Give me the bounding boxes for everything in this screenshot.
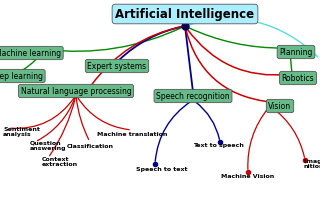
Text: Robotics: Robotics [282,73,314,83]
Text: Planning: Planning [279,48,313,56]
Text: Artificial Intelligence: Artificial Intelligence [116,7,255,21]
Text: Image reco-
nition: Image reco- nition [304,159,320,169]
Text: Vision: Vision [268,101,292,110]
Text: Expert systems: Expert systems [87,61,147,70]
Text: Context
extraction: Context extraction [42,157,78,167]
Text: Sentiment
analysis: Sentiment analysis [3,127,40,137]
Text: Machine translation: Machine translation [97,131,167,137]
Text: Speech recognition: Speech recognition [156,92,230,101]
Text: Question
answering: Question answering [30,141,67,151]
Text: Deep learning: Deep learning [0,71,43,80]
Text: Text to speech: Text to speech [193,144,244,149]
Text: Classification: Classification [67,144,114,149]
Text: Speech to text: Speech to text [136,166,188,171]
Text: Natural language processing: Natural language processing [20,86,132,95]
Text: Machine learning: Machine learning [0,49,61,58]
Text: Machine Vision: Machine Vision [221,174,275,178]
